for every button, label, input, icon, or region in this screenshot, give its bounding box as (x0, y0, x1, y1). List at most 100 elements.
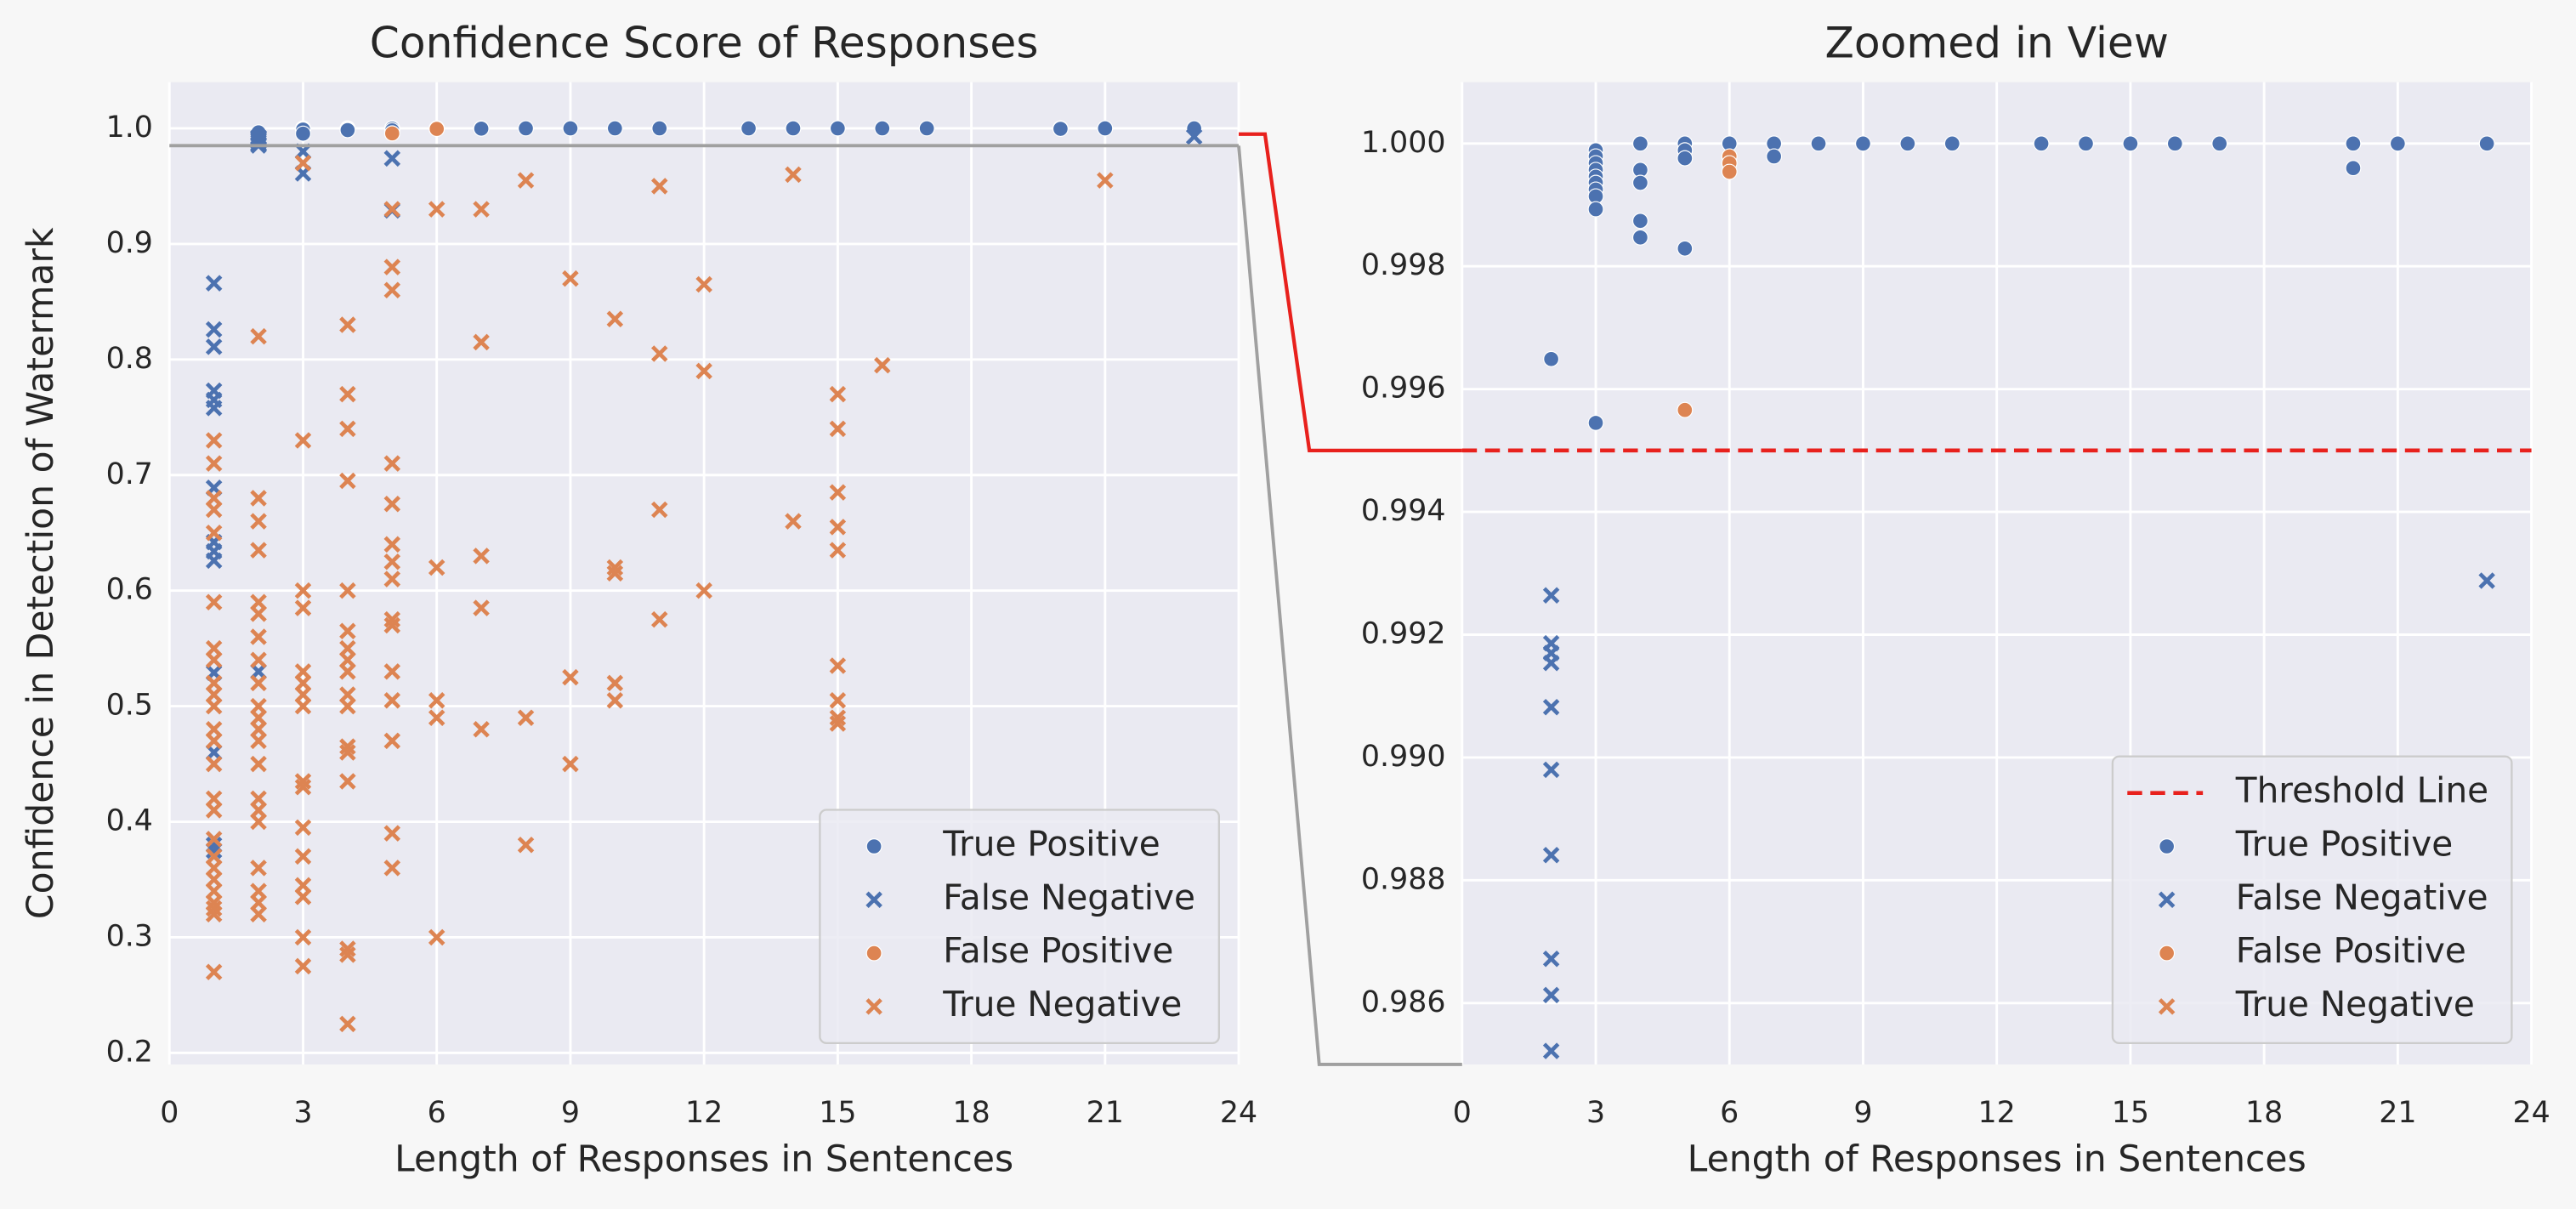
data-point (1097, 120, 1114, 137)
data-point (829, 120, 846, 137)
data-point (383, 258, 401, 275)
legend-label: False Positive (943, 930, 1173, 971)
data-point (1631, 213, 1648, 230)
data-point (250, 327, 267, 345)
data-point (250, 674, 267, 692)
data-point (205, 593, 223, 611)
data-point (473, 599, 490, 616)
data-point (294, 848, 312, 866)
x-tick-label: 9 (1853, 1096, 1872, 1130)
y-tick-label: 0.998 (1361, 248, 1446, 282)
data-point (606, 674, 624, 692)
data-point (250, 732, 267, 750)
data-point (383, 553, 401, 570)
y-tick-label: 1.000 (1361, 126, 1446, 160)
legend-marker (2158, 998, 2176, 1015)
data-point (1943, 135, 1960, 152)
data-point (428, 709, 445, 726)
data-point (829, 715, 847, 732)
data-point (1721, 163, 1738, 180)
data-point (1766, 148, 1783, 165)
data-point (295, 125, 311, 142)
data-point (650, 610, 668, 628)
y-tick-label: 0.3 (106, 919, 153, 953)
x-axis-label: Length of Responses in Sentences (394, 1138, 1013, 1180)
data-point (651, 120, 668, 137)
y-tick-label: 0.996 (1361, 372, 1446, 406)
data-point (339, 697, 356, 715)
data-point (294, 432, 312, 449)
data-point (428, 928, 445, 946)
data-point (250, 651, 267, 668)
data-point (1854, 135, 1871, 152)
data-point (1052, 121, 1069, 137)
data-point (205, 552, 223, 570)
x-tick-label: 3 (1586, 1096, 1605, 1130)
x-tick-label: 6 (428, 1096, 446, 1130)
data-point (874, 120, 891, 137)
legend-label: False Negative (943, 877, 1195, 917)
legend-box (2111, 755, 2513, 1045)
data-point (205, 963, 223, 980)
y-tick-label: 0.6 (106, 573, 153, 607)
x-tick-label: 6 (1720, 1096, 1739, 1130)
data-point (383, 281, 401, 299)
data-point (250, 813, 267, 831)
data-point (1631, 174, 1648, 191)
data-point (829, 542, 847, 559)
data-point (650, 345, 668, 362)
data-point (517, 172, 535, 189)
data-point (473, 201, 490, 218)
data-point (1810, 135, 1827, 152)
data-point (829, 657, 847, 674)
data-point (2211, 135, 2228, 152)
data-point (829, 385, 847, 403)
data-point (294, 928, 312, 946)
data-point (205, 790, 223, 808)
data-point (294, 779, 312, 796)
data-point (250, 628, 267, 645)
x-tick-label: 0 (160, 1096, 179, 1130)
y-axis-label: Confidence in Detection of Watermark (20, 227, 62, 919)
data-point (294, 599, 312, 616)
data-point (339, 122, 356, 139)
data-point (339, 738, 356, 755)
threshold-connector (1239, 132, 1462, 452)
data-point (518, 120, 534, 137)
data-point (205, 848, 223, 866)
data-point (650, 501, 668, 519)
data-point (205, 721, 223, 738)
data-point (562, 668, 579, 686)
data-point (606, 120, 623, 137)
data-point (1899, 135, 1916, 152)
data-point (874, 356, 891, 374)
y-tick-label: 0.986 (1361, 985, 1446, 1019)
data-point (383, 455, 401, 472)
data-point (383, 692, 401, 709)
data-point (294, 773, 312, 790)
data-point (339, 385, 356, 403)
chart-title: Confidence Score of Responses (370, 18, 1039, 68)
data-point (517, 709, 535, 726)
x-tick-label: 15 (819, 1096, 856, 1130)
data-point (1677, 401, 1694, 418)
x-tick-label: 12 (1978, 1096, 2016, 1130)
data-point (829, 709, 847, 726)
legend-label: True Positive (942, 823, 1160, 864)
data-point (2122, 135, 2139, 152)
data-point (205, 455, 223, 472)
y-tick-label: 0.8 (106, 342, 153, 376)
data-point (1542, 986, 1560, 1004)
data-point (294, 582, 312, 599)
data-point (294, 697, 312, 715)
data-point (562, 755, 579, 773)
data-point (383, 536, 401, 553)
data-point (473, 333, 490, 351)
data-point (1631, 135, 1648, 152)
data-point (2389, 135, 2406, 152)
data-point (829, 519, 847, 536)
data-point (473, 548, 490, 565)
data-point (339, 744, 356, 761)
data-point (383, 495, 401, 513)
